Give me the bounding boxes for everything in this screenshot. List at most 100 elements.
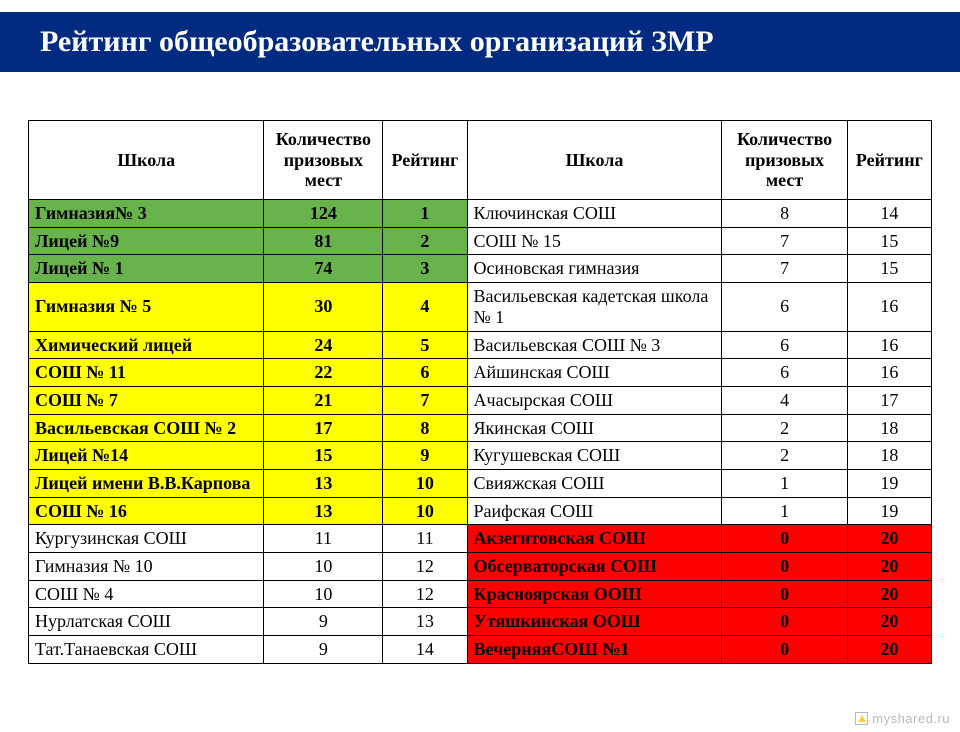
- cell-value: 0: [722, 636, 847, 664]
- table-row: Химический лицей245Васильевская СОШ № 36…: [29, 331, 932, 359]
- cell-value: 15: [847, 255, 931, 283]
- cell-value: 12: [383, 553, 467, 581]
- cell-school: Химический лицей: [29, 331, 264, 359]
- cell-school: СОШ № 16: [29, 497, 264, 525]
- cell-value: 13: [264, 469, 383, 497]
- cell-school: Васильевская кадетская школа № 1: [467, 283, 722, 331]
- cell-school: Ачасырская СОШ: [467, 386, 722, 414]
- cell-school: Якинская СОШ: [467, 414, 722, 442]
- cell-value: 22: [264, 359, 383, 387]
- cell-value: 2: [722, 442, 847, 470]
- cell-value: 4: [383, 283, 467, 331]
- cell-value: 0: [722, 608, 847, 636]
- cell-value: 15: [847, 227, 931, 255]
- col-school-right: Школа: [467, 121, 722, 200]
- cell-value: 8: [383, 414, 467, 442]
- cell-value: 7: [383, 386, 467, 414]
- cell-value: 9: [383, 442, 467, 470]
- table-row: Лицей №9812СОШ № 15715: [29, 227, 932, 255]
- col-count-left: Количество призовых мест: [264, 121, 383, 200]
- cell-value: 0: [722, 580, 847, 608]
- cell-value: 12: [383, 580, 467, 608]
- cell-value: 3: [383, 255, 467, 283]
- cell-school: Кургузинская СОШ: [29, 525, 264, 553]
- cell-value: 24: [264, 331, 383, 359]
- cell-school: Красноярская ООШ: [467, 580, 722, 608]
- cell-school: Лицей имени В.В.Карпова: [29, 469, 264, 497]
- cell-value: 20: [847, 608, 931, 636]
- cell-value: 6: [383, 359, 467, 387]
- cell-school: Обсерваторская СОШ: [467, 553, 722, 581]
- cell-school: Тат.Танаевская СОШ: [29, 636, 264, 664]
- cell-school: Раифская СОШ: [467, 497, 722, 525]
- cell-value: 17: [847, 386, 931, 414]
- cell-value: 81: [264, 227, 383, 255]
- cell-school: СОШ № 15: [467, 227, 722, 255]
- cell-value: 16: [847, 283, 931, 331]
- table-row: Тат.Танаевская СОШ914ВечерняяСОШ №1020: [29, 636, 932, 664]
- title-band: Рейтинг общеобразовательных организаций …: [0, 12, 960, 72]
- cell-value: 11: [264, 525, 383, 553]
- cell-school: СОШ № 4: [29, 580, 264, 608]
- table-row: Гимназия № 5304Васильевская кадетская шк…: [29, 283, 932, 331]
- cell-value: 10: [264, 553, 383, 581]
- cell-school: Васильевская СОШ № 3: [467, 331, 722, 359]
- cell-school: ВечерняяСОШ №1: [467, 636, 722, 664]
- watermark-text: myshared.ru: [872, 711, 950, 726]
- cell-school: Ключинская СОШ: [467, 200, 722, 228]
- table-row: Кургузинская СОШ1111Акзегитовская СОШ020: [29, 525, 932, 553]
- cell-value: 19: [847, 469, 931, 497]
- table-row: Гимназия № 101012Обсерваторская СОШ020: [29, 553, 932, 581]
- table-row: Лицей №14159Кугушевская СОШ218: [29, 442, 932, 470]
- cell-value: 30: [264, 283, 383, 331]
- table-row: Лицей имени В.В.Карпова1310Свияжская СОШ…: [29, 469, 932, 497]
- cell-school: Гимназия№ 3: [29, 200, 264, 228]
- cell-school: Кугушевская СОШ: [467, 442, 722, 470]
- cell-value: 1: [722, 469, 847, 497]
- table-row: СОШ № 161310Раифская СОШ119: [29, 497, 932, 525]
- table-row: Лицей № 1743Осиновская гимназия715: [29, 255, 932, 283]
- cell-value: 6: [722, 331, 847, 359]
- watermark-icon: [855, 712, 868, 725]
- col-school-left: Школа: [29, 121, 264, 200]
- cell-school: Осиновская гимназия: [467, 255, 722, 283]
- cell-value: 10: [383, 469, 467, 497]
- cell-value: 16: [847, 359, 931, 387]
- cell-value: 2: [383, 227, 467, 255]
- cell-value: 5: [383, 331, 467, 359]
- cell-value: 21: [264, 386, 383, 414]
- col-rating-left: Рейтинг: [383, 121, 467, 200]
- cell-school: Акзегитовская СОШ: [467, 525, 722, 553]
- cell-value: 14: [847, 200, 931, 228]
- cell-school: Гимназия № 10: [29, 553, 264, 581]
- cell-value: 9: [264, 636, 383, 664]
- cell-value: 13: [383, 608, 467, 636]
- cell-value: 0: [722, 553, 847, 581]
- cell-school: Лицей №9: [29, 227, 264, 255]
- cell-school: СОШ № 7: [29, 386, 264, 414]
- cell-value: 8: [722, 200, 847, 228]
- cell-school: СОШ № 11: [29, 359, 264, 387]
- cell-value: 19: [847, 497, 931, 525]
- cell-value: 74: [264, 255, 383, 283]
- watermark: myshared.ru: [855, 710, 950, 726]
- col-count-right: Количество призовых мест: [722, 121, 847, 200]
- cell-school: Васильевская СОШ № 2: [29, 414, 264, 442]
- cell-value: 2: [722, 414, 847, 442]
- cell-value: 18: [847, 442, 931, 470]
- cell-school: Свияжская СОШ: [467, 469, 722, 497]
- cell-value: 9: [264, 608, 383, 636]
- cell-value: 10: [264, 580, 383, 608]
- cell-value: 0: [722, 525, 847, 553]
- cell-value: 20: [847, 525, 931, 553]
- cell-value: 4: [722, 386, 847, 414]
- cell-value: 6: [722, 359, 847, 387]
- cell-value: 6: [722, 283, 847, 331]
- cell-value: 17: [264, 414, 383, 442]
- cell-school: Утяшкинская ООШ: [467, 608, 722, 636]
- cell-school: Лицей № 1: [29, 255, 264, 283]
- cell-value: 10: [383, 497, 467, 525]
- cell-school: Айшинская СОШ: [467, 359, 722, 387]
- table-row: Васильевская СОШ № 2178Якинская СОШ218: [29, 414, 932, 442]
- cell-value: 7: [722, 255, 847, 283]
